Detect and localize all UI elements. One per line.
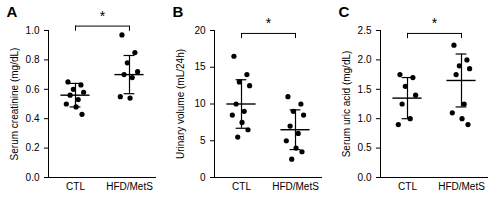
svg-text:CTL: CTL bbox=[66, 181, 85, 192]
svg-text:5: 5 bbox=[200, 135, 206, 146]
svg-text:*: * bbox=[432, 15, 438, 31]
svg-text:0: 0 bbox=[200, 172, 206, 183]
svg-text:2.0: 2.0 bbox=[358, 54, 372, 65]
svg-text:HFD/MetS: HFD/MetS bbox=[106, 181, 153, 192]
svg-text:0.8: 0.8 bbox=[26, 54, 40, 65]
svg-text:CTL: CTL bbox=[232, 181, 251, 192]
svg-text:CTL: CTL bbox=[398, 181, 417, 192]
svg-text:Urinary volume (mL/24h): Urinary volume (mL/24h) bbox=[175, 49, 186, 159]
svg-text:C: C bbox=[339, 3, 350, 20]
svg-text:0.5: 0.5 bbox=[358, 142, 372, 153]
svg-text:2.5: 2.5 bbox=[358, 25, 372, 36]
svg-text:0.0: 0.0 bbox=[358, 172, 372, 183]
svg-text:20: 20 bbox=[194, 25, 206, 36]
svg-text:Serum creatinine (mg/dL): Serum creatinine (mg/dL) bbox=[9, 48, 20, 161]
svg-text:HFD/MetS: HFD/MetS bbox=[272, 181, 319, 192]
svg-text:1.0: 1.0 bbox=[358, 113, 372, 124]
svg-text:*: * bbox=[266, 15, 272, 31]
svg-text:*: * bbox=[100, 8, 106, 24]
svg-text:HFD/MetS: HFD/MetS bbox=[438, 181, 485, 192]
svg-text:1.0: 1.0 bbox=[26, 25, 40, 36]
svg-text:0.4: 0.4 bbox=[26, 113, 40, 124]
svg-text:Serum uric acid (mg/dL): Serum uric acid (mg/dL) bbox=[341, 51, 352, 158]
svg-text:0.0: 0.0 bbox=[26, 172, 40, 183]
svg-text:0.2: 0.2 bbox=[26, 142, 40, 153]
svg-text:B: B bbox=[173, 3, 184, 20]
svg-text:15: 15 bbox=[194, 61, 206, 72]
svg-text:1.5: 1.5 bbox=[358, 84, 372, 95]
svg-text:A: A bbox=[7, 3, 18, 20]
svg-text:0.6: 0.6 bbox=[26, 84, 40, 95]
svg-text:10: 10 bbox=[194, 98, 206, 109]
